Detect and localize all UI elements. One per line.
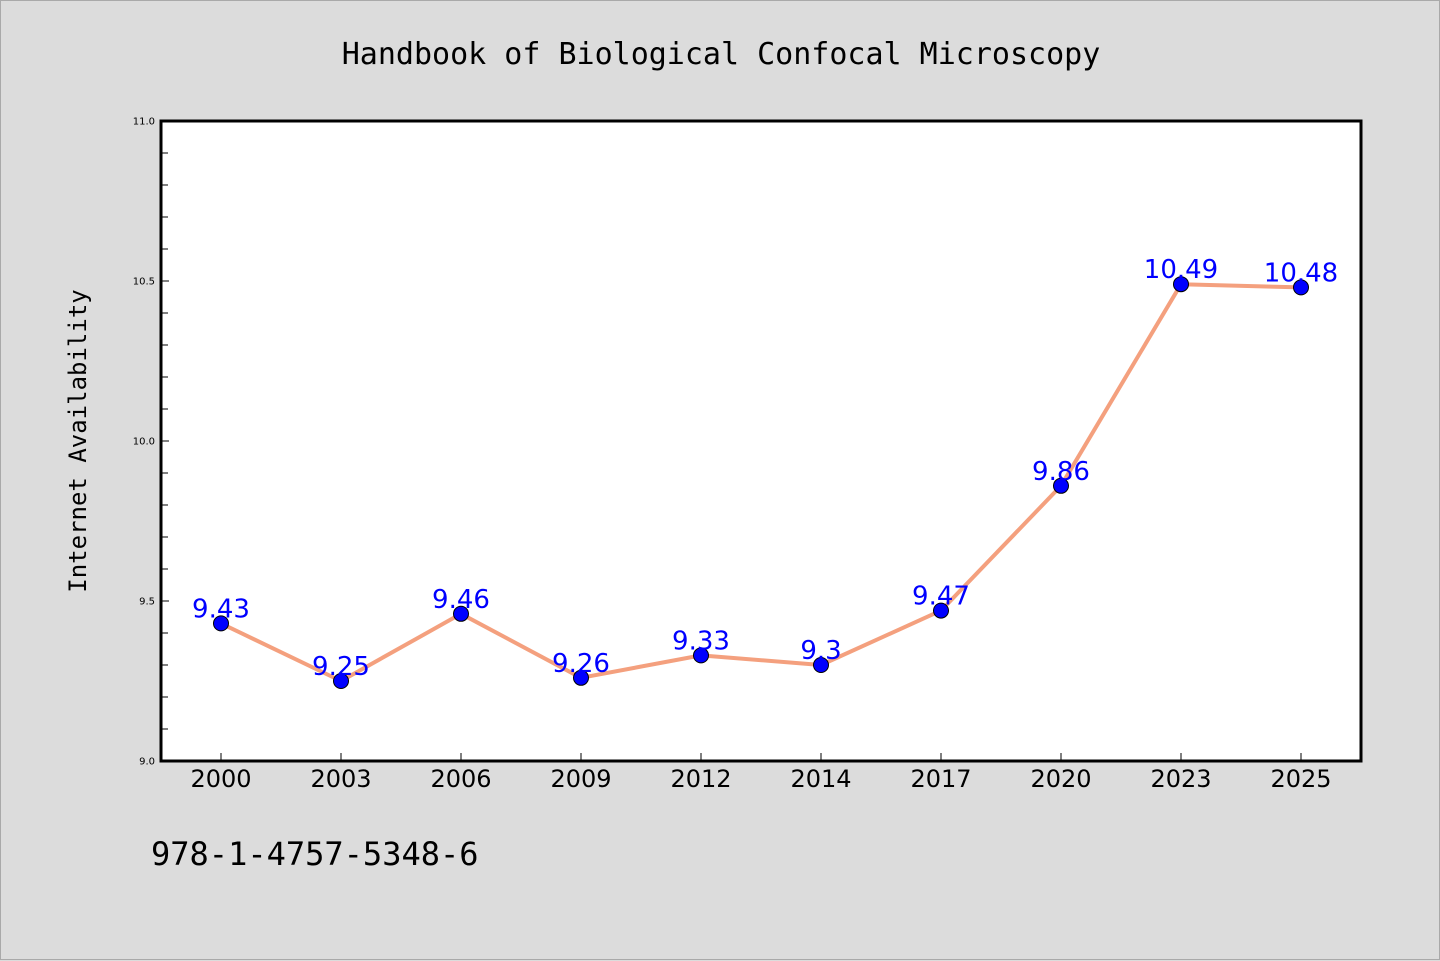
data-label: 9.25 [312, 652, 370, 682]
data-point [933, 602, 949, 619]
data-label: 10.49 [1144, 255, 1218, 285]
y-axis-label: Internet Availability [64, 289, 92, 592]
data-label: 9.46 [432, 585, 490, 615]
chart-title: Handbook of Biological Confocal Microsco… [342, 37, 1101, 72]
data-point [213, 615, 229, 632]
data-point [333, 673, 349, 689]
y-tick-label: 10.5 [133, 277, 155, 288]
data-label: 9.43 [192, 594, 250, 624]
footnote-isbn: 978-1-4757-5348-6 [151, 835, 479, 873]
x-tick-label: 2020 [1030, 765, 1091, 793]
x-tick-label: 2006 [430, 765, 491, 793]
data-label: 9.33 [672, 626, 730, 656]
series-layer [213, 276, 1309, 689]
y-tick-label: 10.0 [133, 437, 155, 448]
data-point [813, 657, 829, 673]
data-point [1293, 279, 1309, 296]
y-tick-label: 9.0 [139, 757, 155, 768]
x-tick-label: 2003 [310, 765, 371, 793]
x-tick-label: 2012 [670, 765, 731, 793]
y-tick-label: 11.0 [133, 117, 155, 128]
plot-frame [159, 119, 1363, 763]
data-label: 9.47 [912, 582, 970, 612]
data-point [1173, 276, 1189, 293]
x-tick-label: 2014 [790, 765, 851, 793]
data-label: 9.86 [1032, 457, 1090, 487]
data-label: 9.26 [552, 649, 610, 679]
x-axis-ticks: 2000 2003 2006 2009 2012 2014 2017 2020 2023 2025 [190, 753, 1332, 793]
data-point [573, 669, 589, 686]
data-label: 9.3 [800, 636, 841, 666]
x-tick-label: 2025 [1270, 765, 1331, 793]
data-point [1053, 477, 1069, 494]
data-label: 10.48 [1264, 258, 1338, 288]
x-tick-label: 2000 [190, 765, 251, 793]
data-point [693, 647, 709, 664]
data-label-layer: 9.43 9.25 9.46 9.26 9.33 9.3 9.47 9.86 10.49 10.4… [192, 255, 1338, 682]
y-tick-label: 9.5 [139, 597, 155, 608]
x-tick-label: 2023 [1150, 765, 1211, 793]
x-tick-label: 2009 [550, 765, 611, 793]
data-point [453, 605, 469, 622]
series-line [219, 282, 1303, 683]
plot-area [161, 121, 1361, 761]
x-tick-label: 2017 [910, 765, 971, 793]
